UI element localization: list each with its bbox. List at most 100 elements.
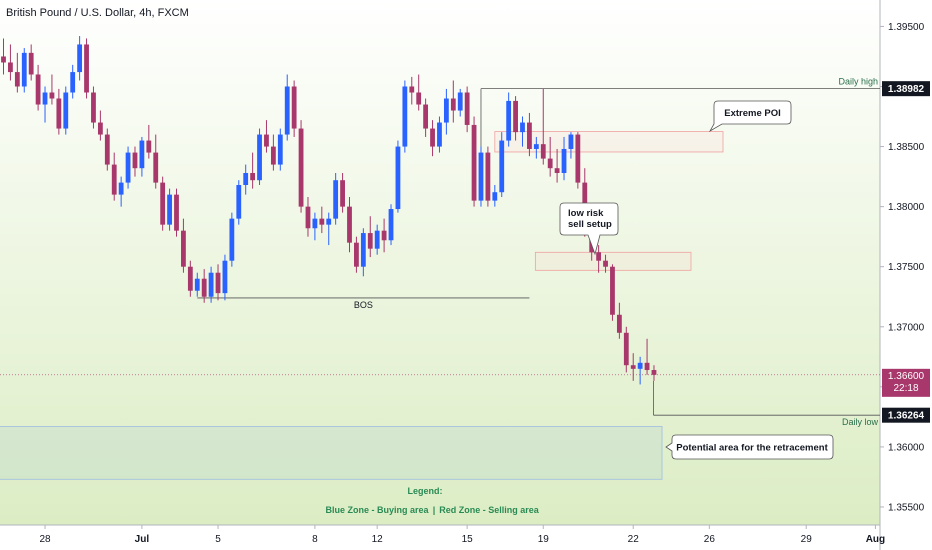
candle[interactable] xyxy=(513,96,518,141)
candle[interactable] xyxy=(118,176,124,207)
candle[interactable] xyxy=(540,88,546,165)
candle[interactable] xyxy=(146,124,152,159)
candle[interactable] xyxy=(160,176,166,231)
candle[interactable] xyxy=(437,116,442,153)
candle[interactable] xyxy=(630,353,636,381)
candle[interactable] xyxy=(49,74,55,105)
candle[interactable] xyxy=(1,38,6,75)
candle[interactable] xyxy=(277,128,283,171)
candle[interactable] xyxy=(430,120,435,157)
candle[interactable] xyxy=(360,228,366,277)
candle[interactable] xyxy=(457,88,463,117)
candle[interactable] xyxy=(104,128,110,171)
candle[interactable] xyxy=(14,52,20,93)
candle[interactable] xyxy=(367,216,373,258)
candle[interactable] xyxy=(201,269,207,303)
candle[interactable] xyxy=(575,132,581,189)
candle[interactable] xyxy=(167,188,172,231)
candle[interactable] xyxy=(264,120,269,153)
candle[interactable] xyxy=(194,272,200,297)
candle[interactable] xyxy=(284,74,290,141)
candle[interactable] xyxy=(257,128,262,186)
candle[interactable] xyxy=(70,64,76,99)
candle[interactable] xyxy=(305,197,311,237)
candle[interactable] xyxy=(381,218,387,253)
candle[interactable] xyxy=(416,74,422,111)
time-axis[interactable]: 28 Jul 5 8 12 15 19 22 26 29 Aug xyxy=(39,525,885,545)
candle[interactable] xyxy=(243,164,249,195)
candle[interactable] xyxy=(603,254,608,273)
candle[interactable] xyxy=(644,338,650,375)
candle[interactable] xyxy=(28,44,34,81)
candle[interactable] xyxy=(443,88,449,135)
candle[interactable] xyxy=(319,206,325,234)
candle[interactable] xyxy=(340,172,345,213)
candle[interactable] xyxy=(222,254,228,301)
candle[interactable] xyxy=(616,302,622,339)
candle[interactable] xyxy=(8,44,13,81)
retracement-callout[interactable]: Potential area for the retracement xyxy=(665,434,834,460)
candle[interactable] xyxy=(56,88,62,135)
candle[interactable] xyxy=(374,224,380,255)
candle[interactable] xyxy=(77,36,83,81)
candle[interactable] xyxy=(478,146,484,207)
extreme-poi-callout[interactable]: Extreme POI xyxy=(708,100,792,133)
candle[interactable] xyxy=(21,48,27,93)
candle[interactable] xyxy=(561,136,567,181)
candle[interactable] xyxy=(229,212,235,267)
candle[interactable] xyxy=(623,326,629,373)
candle[interactable] xyxy=(409,76,415,105)
candle[interactable] xyxy=(42,86,48,123)
candle[interactable] xyxy=(132,146,138,177)
candle[interactable] xyxy=(527,112,532,157)
candle[interactable] xyxy=(326,212,332,246)
candle[interactable] xyxy=(568,132,574,159)
candle[interactable] xyxy=(610,264,615,321)
candle[interactable] xyxy=(533,136,539,159)
candle[interactable] xyxy=(499,132,505,198)
candle[interactable] xyxy=(174,188,179,237)
candle[interactable] xyxy=(464,86,470,133)
candle[interactable] xyxy=(139,136,145,177)
candle[interactable] xyxy=(250,152,256,189)
candle[interactable] xyxy=(395,140,401,213)
candle[interactable] xyxy=(354,236,359,273)
candle[interactable] xyxy=(84,38,89,99)
candle[interactable] xyxy=(298,120,304,213)
retracement-zone[interactable] xyxy=(0,425,663,480)
candle[interactable] xyxy=(291,80,297,137)
candle[interactable] xyxy=(97,110,103,141)
extreme-poi-zone[interactable] xyxy=(494,131,724,153)
candle[interactable] xyxy=(125,146,131,189)
candle[interactable] xyxy=(471,116,477,207)
candle[interactable] xyxy=(63,86,69,135)
candle[interactable] xyxy=(450,80,456,123)
candle[interactable] xyxy=(637,356,643,385)
candle[interactable] xyxy=(208,266,214,303)
candle[interactable] xyxy=(554,148,560,183)
candle[interactable] xyxy=(312,212,318,241)
low-risk-callout[interactable]: low risk sell setup xyxy=(559,202,619,256)
candle[interactable] xyxy=(651,365,657,381)
candle[interactable] xyxy=(596,245,602,273)
candle[interactable] xyxy=(270,134,276,171)
candle[interactable] xyxy=(423,98,429,137)
candle[interactable] xyxy=(485,146,491,207)
candle[interactable] xyxy=(187,260,193,297)
candle[interactable] xyxy=(181,218,186,273)
candle[interactable] xyxy=(215,264,221,301)
candle[interactable] xyxy=(506,92,512,147)
candle[interactable] xyxy=(388,204,394,246)
candle[interactable] xyxy=(35,64,41,111)
candle[interactable] xyxy=(333,172,339,225)
candle[interactable] xyxy=(492,185,498,207)
candle[interactable] xyxy=(347,197,352,253)
candle[interactable] xyxy=(91,86,96,129)
candle[interactable] xyxy=(111,152,117,201)
candle[interactable] xyxy=(236,180,242,225)
candle[interactable] xyxy=(547,136,553,177)
candle[interactable] xyxy=(153,134,159,189)
candle[interactable] xyxy=(402,80,408,153)
candle[interactable] xyxy=(520,116,525,147)
